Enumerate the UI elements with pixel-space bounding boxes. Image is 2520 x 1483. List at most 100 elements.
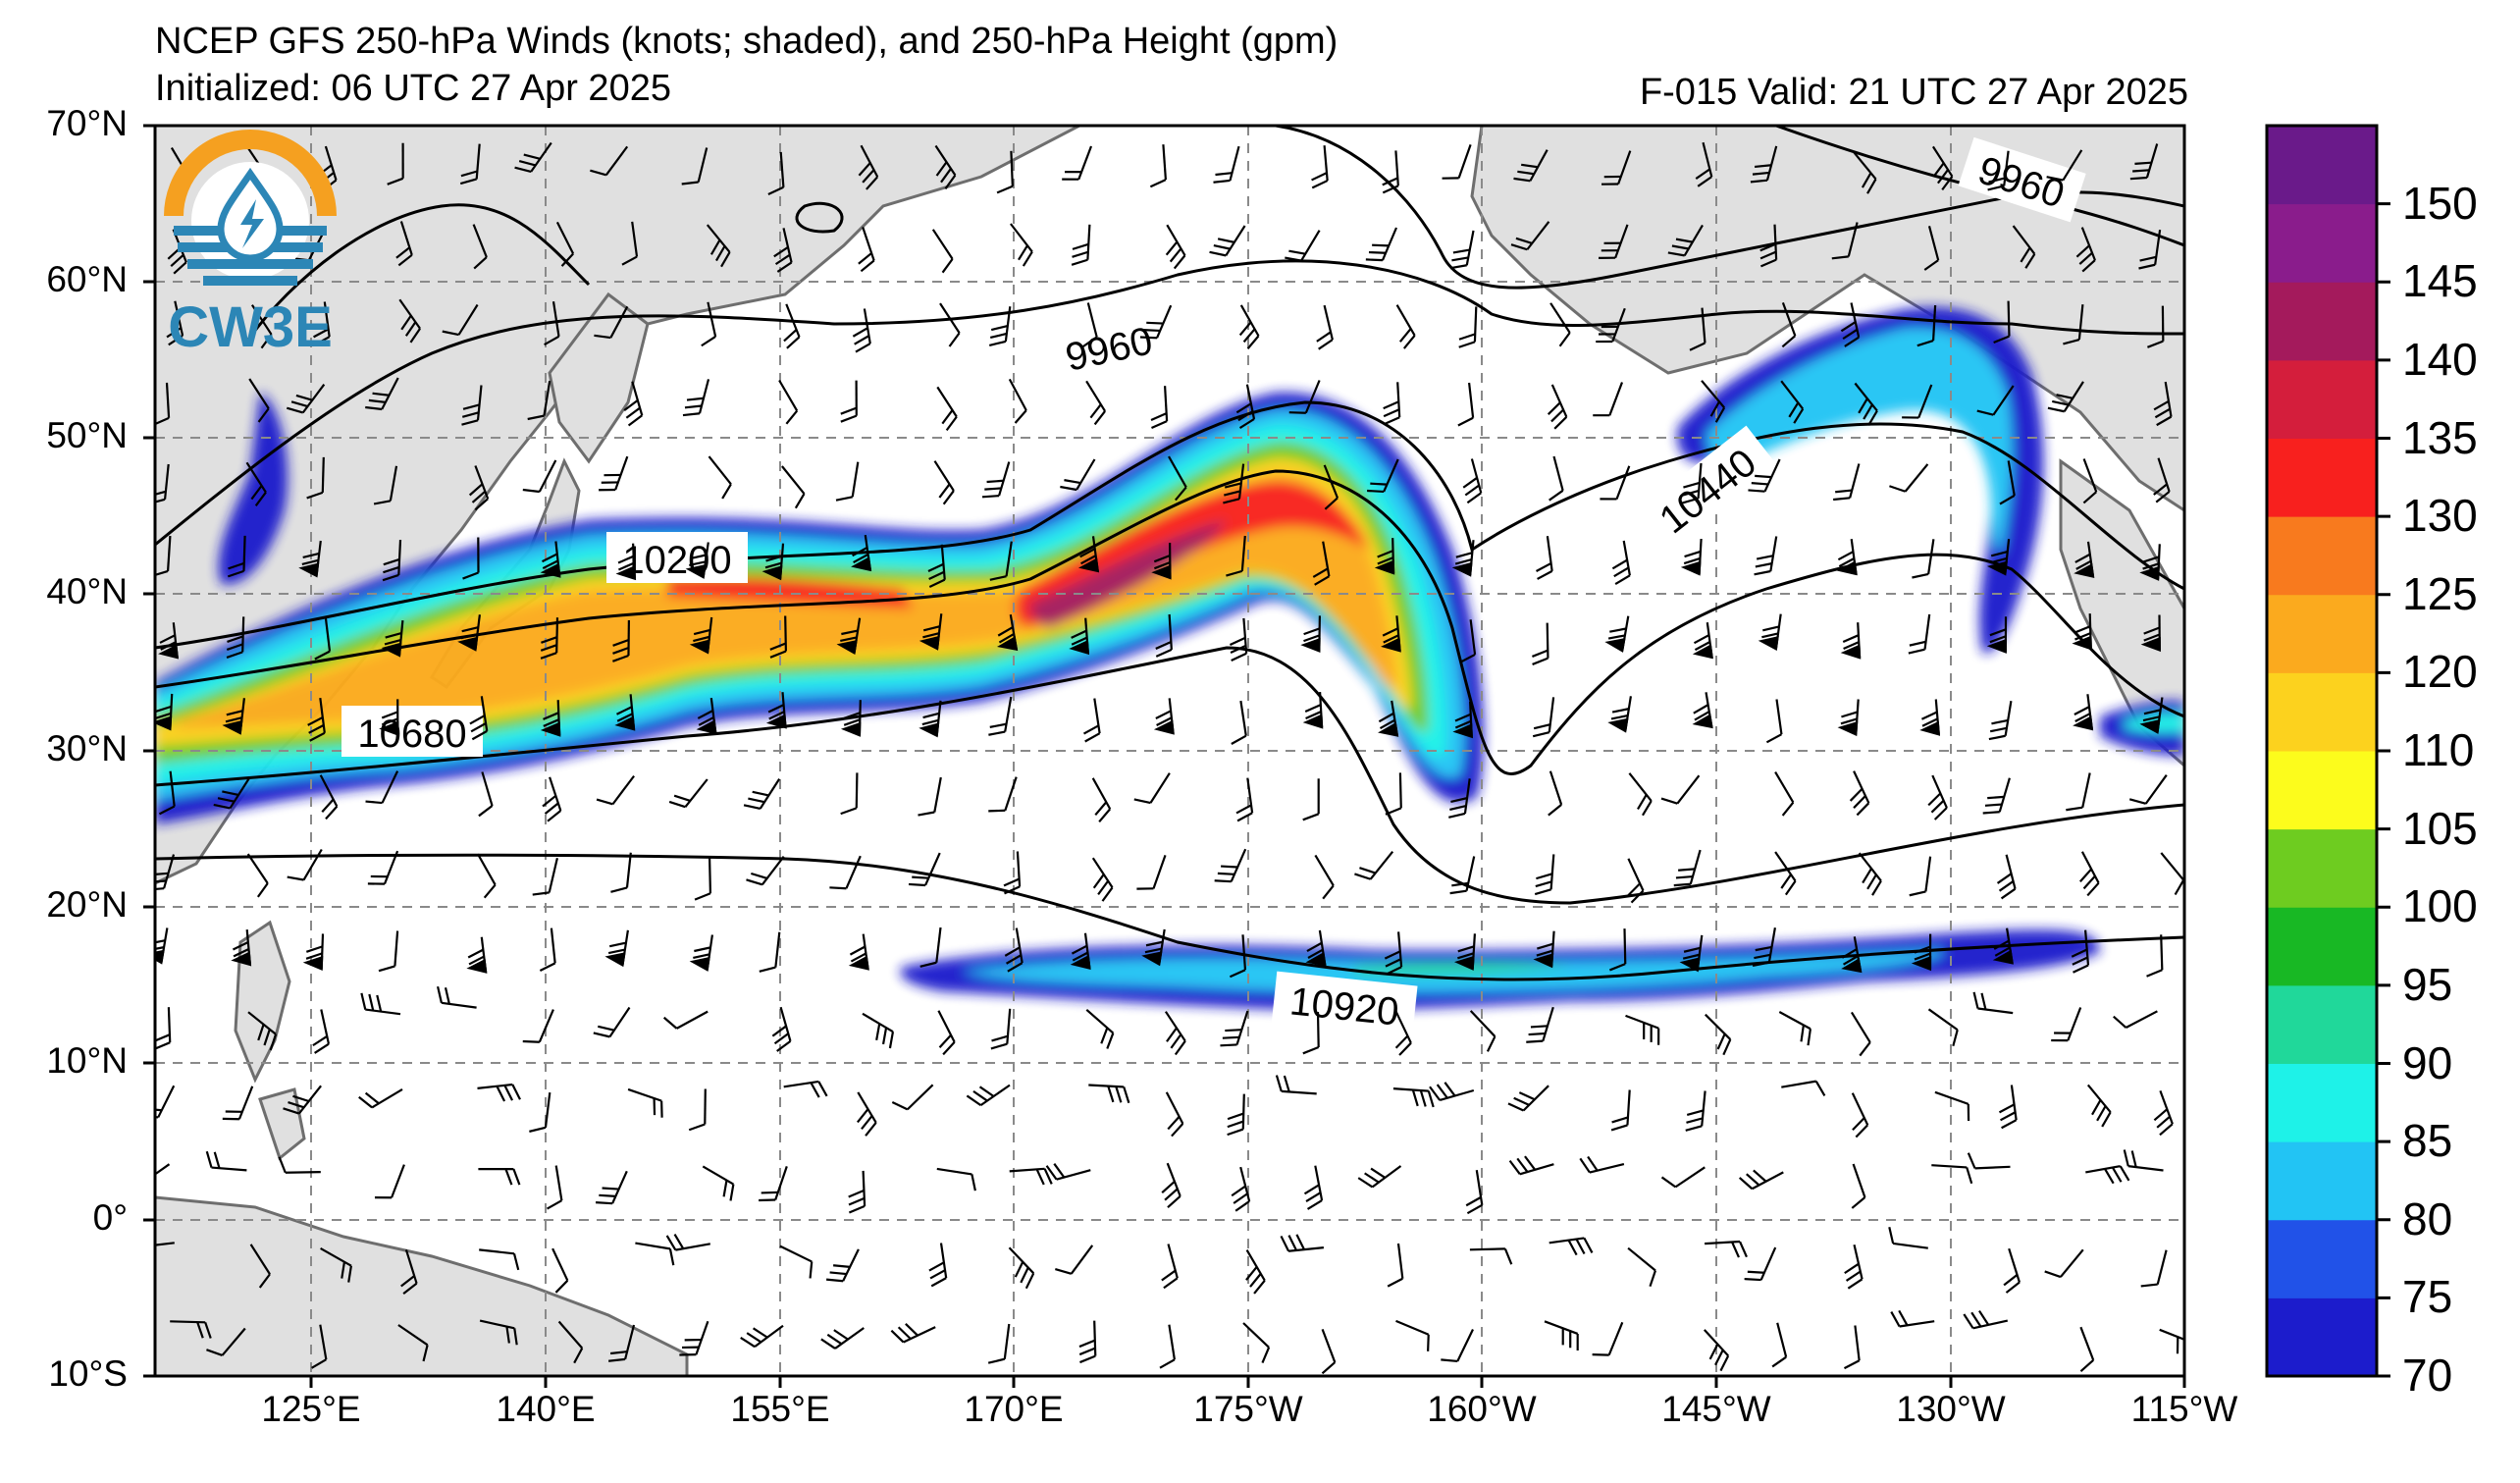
wind-barb [682,379,710,417]
wind-barb [1223,463,1245,504]
wind-barb [1082,302,1098,348]
wind-barb [1680,538,1703,576]
wind-barb [1394,1010,1412,1056]
wind-barb [551,1247,569,1294]
wind-barb [1314,854,1335,900]
wind-barb [2140,614,2161,653]
wind-barb [1085,380,1107,426]
wind-barb [989,541,1013,581]
wind-barb [1673,849,1702,887]
wind-barb [996,614,1019,652]
wind-barb [858,227,875,273]
colorbar-segment [2267,907,2377,986]
wind-barb [1837,699,1860,737]
colorbar-label: 125 [2402,567,2478,619]
wind-barb [457,614,481,652]
wind-barb [1592,1321,1624,1356]
wind-barb [621,221,639,266]
wind-barb [155,1242,175,1248]
wind-barb [358,1087,403,1109]
wind-barb [702,1165,735,1201]
wind-barb [1547,384,1568,430]
wind-barb [835,461,860,502]
wind-barb [610,852,632,893]
wind-barb [437,985,477,1009]
wind-barb [1316,304,1334,350]
wind-barb [966,1084,1011,1107]
wind-barb [247,1011,278,1051]
wind-barb [1383,382,1401,426]
wind-barb [382,539,402,582]
wind-barb [1465,1170,1484,1215]
wind-barb [1987,150,2010,191]
wind-barb [1600,465,1631,501]
wind-barb [522,459,557,494]
wind-barb [1365,227,1398,262]
lat-label-60n: 60°N [46,259,128,299]
wind-barb [1045,1163,1091,1181]
wind-barb [858,144,879,190]
wind-barb [688,1088,707,1132]
wind-barb [2129,143,2159,181]
wind-barb [2153,457,2171,503]
wind-barb [2153,381,2173,427]
wind-barb [1151,542,1172,580]
chart-title: NCEP GFS 250-hPa Winds (knots; shaded), … [155,21,1339,62]
wind-barb [286,384,326,414]
wind-barb [1771,1322,1788,1368]
wind-barb [1927,1008,1959,1047]
lon-label-125e: 125°E [261,1389,361,1429]
wind-barb [155,463,170,505]
lat-label-50n: 50°N [46,415,128,455]
wind-barb [857,1091,877,1137]
wind-barb [2047,381,2084,413]
wind-barb [1667,224,1704,257]
wind-barb [1091,777,1112,822]
wind-barb [1992,927,2014,965]
wind-barb [1919,699,1941,736]
wind-barb [1548,770,1563,817]
axis-ticks [143,124,2186,1388]
wind-barb [1153,698,1175,735]
wind-barb [461,385,483,426]
wind-barb [1695,141,1713,187]
cw3e-logo: CW3E [164,130,337,359]
colorbar-label: 80 [2402,1192,2453,1245]
wind-barb [919,700,942,738]
wind-barb [527,380,551,421]
wind-barb [1993,300,2011,344]
wind-barb [1378,700,1399,737]
wind-barb [397,1324,429,1362]
wind-barb [231,929,252,967]
wind-barb [1627,858,1645,904]
wind-barb [381,619,404,658]
wind-barb [1161,1162,1181,1208]
wind-barb [1607,696,1632,733]
wind-barb [594,305,629,340]
wind-barb [1916,305,1937,347]
wind-barb [312,1009,331,1054]
wind-barb [1220,1010,1249,1047]
wind-barb [1660,1166,1706,1189]
wind-barb [1227,1093,1245,1137]
colorbar [2267,126,2390,1378]
colorbar-label: 120 [2402,646,2478,698]
colorbar-segment [2267,594,2377,673]
wind-barb [783,303,801,349]
wind-barb [373,465,398,505]
colorbar-label: 105 [2402,802,2478,854]
wind-barb [1840,622,1862,660]
wind-barb [1010,223,1033,267]
wind-barb [1701,380,1726,423]
colorbar-label: 135 [2402,411,2478,463]
wind-barb [1685,1090,1706,1132]
wind-barb [442,303,479,337]
wind-barb [1599,224,1629,259]
wind-barb [213,777,250,810]
wind-barb [1235,384,1256,429]
wind-barb [1168,455,1187,502]
wind-barb [367,850,399,885]
valid-time: F-015 Valid: 21 UTC 27 Apr 2025 [1639,72,2188,113]
wind-barb [826,1248,860,1283]
wind-barb [540,617,559,660]
